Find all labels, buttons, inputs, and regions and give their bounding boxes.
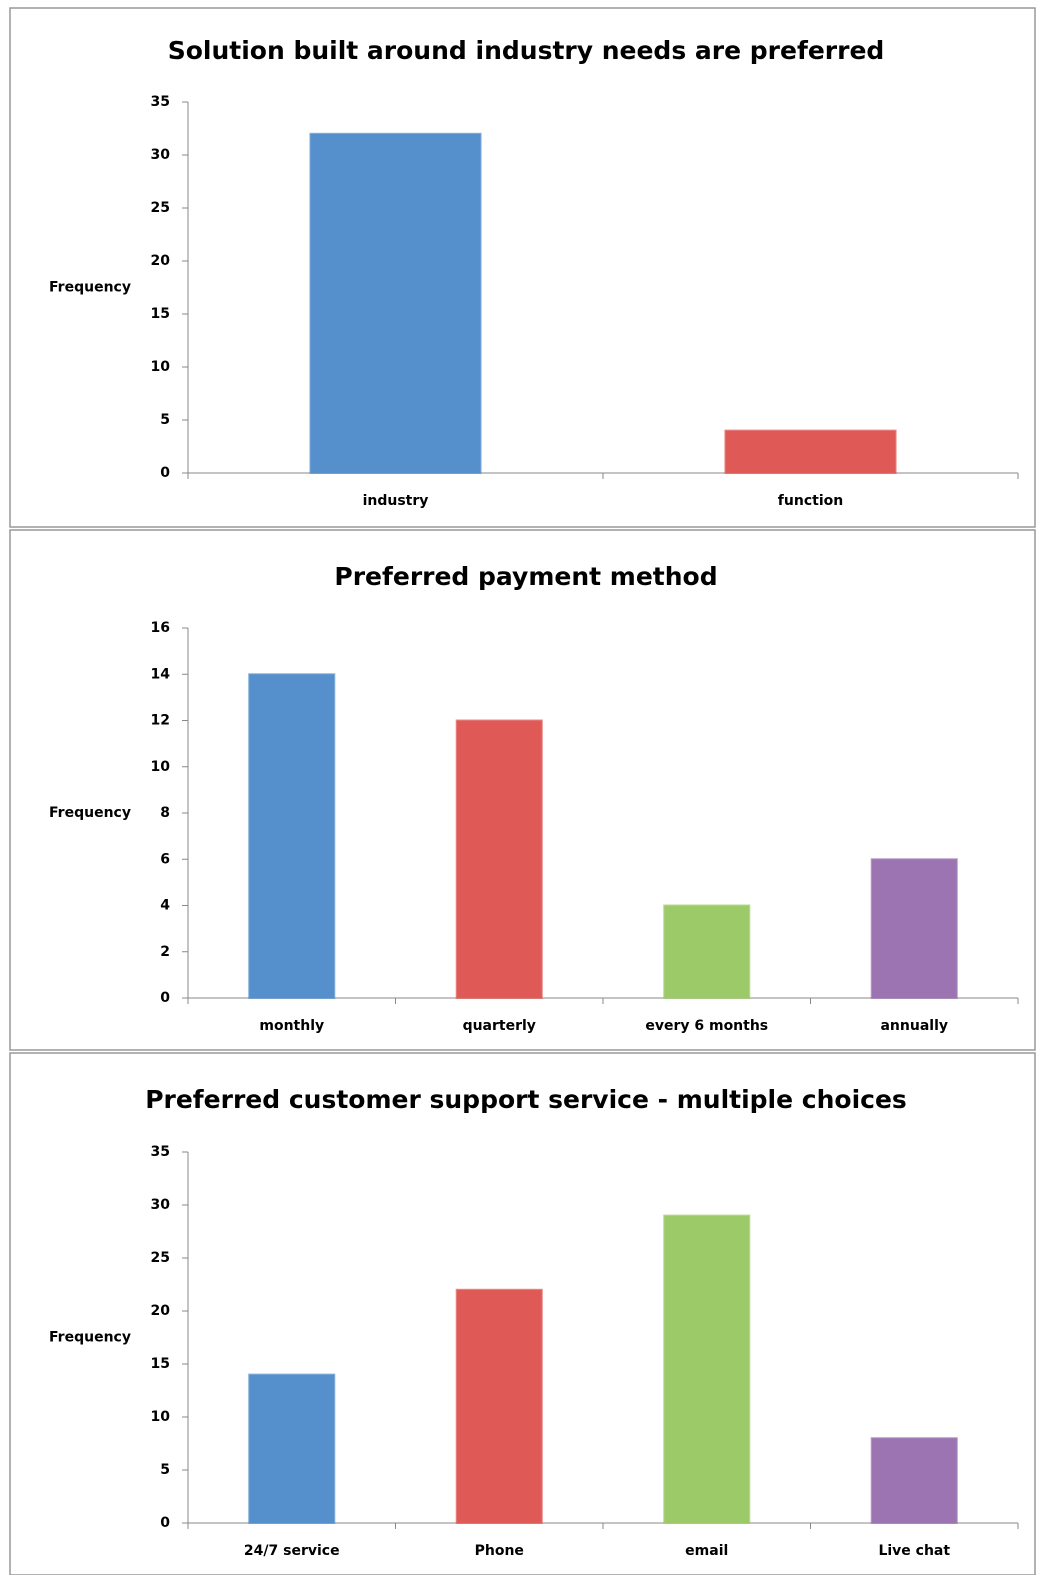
bar xyxy=(870,858,958,999)
y-tick-label: 30 xyxy=(151,147,171,163)
y-tick-label: 20 xyxy=(151,253,171,269)
y-tick-label: 6 xyxy=(160,851,170,867)
x-tick-label: industry xyxy=(363,493,429,509)
y-tick-label: 8 xyxy=(160,805,170,821)
y-tick-label: 25 xyxy=(151,1250,170,1266)
y-tick-label: 0 xyxy=(160,1515,170,1531)
x-tick-label: Live chat xyxy=(878,1543,950,1559)
bar xyxy=(309,132,482,475)
y-axis-label: Frequency xyxy=(49,1330,131,1346)
y-tick-label: 35 xyxy=(151,94,170,110)
panel xyxy=(9,529,1036,1051)
panel xyxy=(9,7,1036,528)
x-tick-label: 24/7 service xyxy=(244,1543,340,1559)
x-tick-label: quarterly xyxy=(463,1018,536,1034)
y-tick-label: 10 xyxy=(151,1409,171,1425)
y-tick-label: 5 xyxy=(160,1462,170,1478)
x-tick-label: monthly xyxy=(259,1018,324,1034)
y-tick-label: 15 xyxy=(151,306,170,322)
x-tick-label: email xyxy=(685,1543,728,1559)
y-tick-label: 20 xyxy=(151,1303,171,1319)
y-tick-label: 5 xyxy=(160,412,170,428)
x-tick-label: function xyxy=(778,493,843,509)
x-tick-label: Phone xyxy=(475,1543,524,1559)
chart-title: Preferred customer support service - mul… xyxy=(145,1085,907,1114)
y-tick-label: 2 xyxy=(160,944,170,960)
y-tick-label: 0 xyxy=(160,465,170,481)
bar xyxy=(870,1437,958,1524)
bar xyxy=(663,1214,751,1524)
x-tick-label: every 6 months xyxy=(645,1018,768,1034)
bar xyxy=(724,429,897,475)
y-tick-label: 10 xyxy=(151,759,171,775)
bar xyxy=(248,673,336,999)
chart-title: Preferred payment method xyxy=(334,562,717,591)
y-tick-label: 15 xyxy=(151,1356,170,1372)
y-tick-label: 0 xyxy=(160,990,170,1006)
y-tick-label: 10 xyxy=(151,359,171,375)
x-tick-label: annually xyxy=(880,1018,948,1034)
y-tick-label: 35 xyxy=(151,1144,170,1160)
bar xyxy=(248,1373,336,1524)
y-axis-label: Frequency xyxy=(49,805,131,821)
y-tick-label: 25 xyxy=(151,200,170,216)
y-tick-label: 12 xyxy=(151,713,170,729)
bar xyxy=(455,719,543,999)
bar xyxy=(455,1288,543,1525)
y-tick-label: 14 xyxy=(151,666,171,682)
bar xyxy=(663,904,751,999)
y-tick-label: 30 xyxy=(151,1197,171,1213)
y-axis-label: Frequency xyxy=(49,280,131,296)
y-tick-label: 4 xyxy=(160,898,170,914)
y-tick-label: 16 xyxy=(151,620,170,636)
chart-title: Solution built around industry needs are… xyxy=(168,36,885,65)
panel xyxy=(9,1052,1036,1575)
